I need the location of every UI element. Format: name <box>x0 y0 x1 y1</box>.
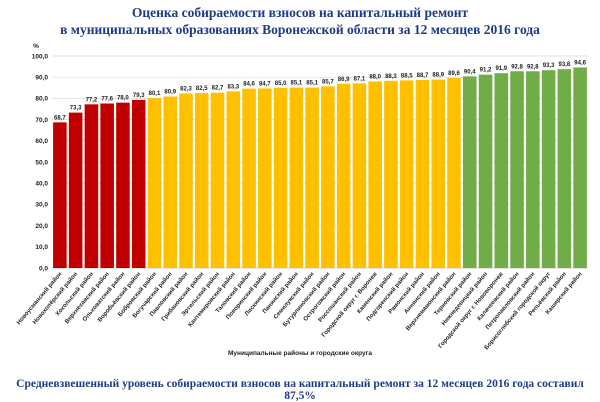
bar <box>84 104 99 268</box>
bar <box>163 96 178 268</box>
bar <box>447 78 461 268</box>
bar <box>179 93 193 268</box>
chart-title-line1: Оценка собираемости взносов на капитальн… <box>131 5 469 20</box>
data-label: 88,5 <box>401 73 413 79</box>
bar <box>494 73 509 268</box>
data-label: 77,6 <box>101 96 113 102</box>
data-label: 93,8 <box>559 62 571 68</box>
bar <box>321 86 335 268</box>
bar <box>116 102 130 268</box>
data-label: 82,5 <box>196 86 208 92</box>
y-tick-label: 100,0 <box>32 53 49 60</box>
y-tick-label: 20,0 <box>35 223 48 230</box>
data-label: 84,7 <box>259 81 271 87</box>
bar <box>68 112 83 268</box>
bar <box>431 79 446 268</box>
y-tick-label: 80,0 <box>35 96 48 103</box>
chart-footer: Средневзвешенный уровень собираемости вз… <box>16 378 584 402</box>
bar <box>100 103 114 268</box>
data-label: 88,0 <box>369 74 381 80</box>
y-tick-label: 10,0 <box>35 244 48 251</box>
y-tick-label: 70,0 <box>35 117 48 124</box>
bar <box>478 74 493 268</box>
data-label: 85,7 <box>322 79 334 85</box>
data-label: 80,9 <box>164 89 176 95</box>
x-axis-label: Муниципальные районы и городские округа <box>228 349 372 357</box>
data-label: 82,7 <box>212 86 224 92</box>
bar <box>384 80 398 268</box>
data-label: 89,6 <box>448 71 460 77</box>
bar <box>305 87 319 268</box>
bar <box>399 80 414 268</box>
data-label: 91,9 <box>495 66 507 72</box>
data-label: 88,7 <box>417 73 429 79</box>
data-label: 86,9 <box>338 77 350 83</box>
y-tick-label: 50,0 <box>35 159 48 166</box>
data-label: 87,1 <box>354 76 366 82</box>
bar <box>273 87 288 268</box>
y-tick-label: 0,0 <box>39 265 48 272</box>
bar <box>258 88 272 268</box>
data-label: 68,7 <box>54 115 66 121</box>
chart-title: Оценка собираемости взносов на капитальн… <box>0 4 600 38</box>
bar <box>131 99 146 268</box>
y-tick-label: 30,0 <box>35 202 48 209</box>
data-label: 92,8 <box>511 64 523 70</box>
data-label: 79,3 <box>133 93 145 99</box>
data-label: 88,3 <box>385 74 397 80</box>
bar <box>462 76 477 269</box>
data-label: 83,3 <box>227 84 239 90</box>
data-label: 80,1 <box>149 91 161 97</box>
bar <box>194 93 209 268</box>
y-tick-label: 60,0 <box>35 138 48 145</box>
data-label: 85,1 <box>306 81 318 87</box>
bar <box>510 71 524 268</box>
bar <box>226 91 241 269</box>
bar <box>210 92 225 269</box>
bar <box>415 79 430 269</box>
data-label: 93,3 <box>543 63 555 69</box>
data-label: 85,0 <box>275 81 287 87</box>
chart-title-line2: в муниципальных образованиях Воронежской… <box>60 22 540 37</box>
data-label: 85,1 <box>291 81 303 87</box>
bar <box>53 122 67 268</box>
data-label: 77,2 <box>86 97 98 103</box>
bar <box>289 87 304 268</box>
data-label: 88,9 <box>432 73 444 79</box>
y-tick-label: 40,0 <box>35 181 48 188</box>
data-label: 82,3 <box>180 87 192 93</box>
data-label: 84,6 <box>243 82 255 88</box>
data-label: 92,8 <box>527 64 539 70</box>
bar <box>541 70 556 268</box>
bar <box>147 98 162 268</box>
bar <box>368 81 382 268</box>
bar <box>526 71 540 268</box>
bar <box>242 88 256 268</box>
bar <box>573 67 587 268</box>
bar <box>557 69 572 268</box>
data-label: 94,6 <box>574 60 586 66</box>
y-axis-label: % <box>33 43 39 50</box>
data-label: 91,2 <box>480 68 492 74</box>
data-label: 90,4 <box>464 69 476 75</box>
bar <box>352 83 367 269</box>
data-label: 78,0 <box>117 96 129 102</box>
y-tick-label: 90,0 <box>35 75 48 82</box>
bar <box>336 83 351 268</box>
data-label: 73,3 <box>70 106 82 112</box>
